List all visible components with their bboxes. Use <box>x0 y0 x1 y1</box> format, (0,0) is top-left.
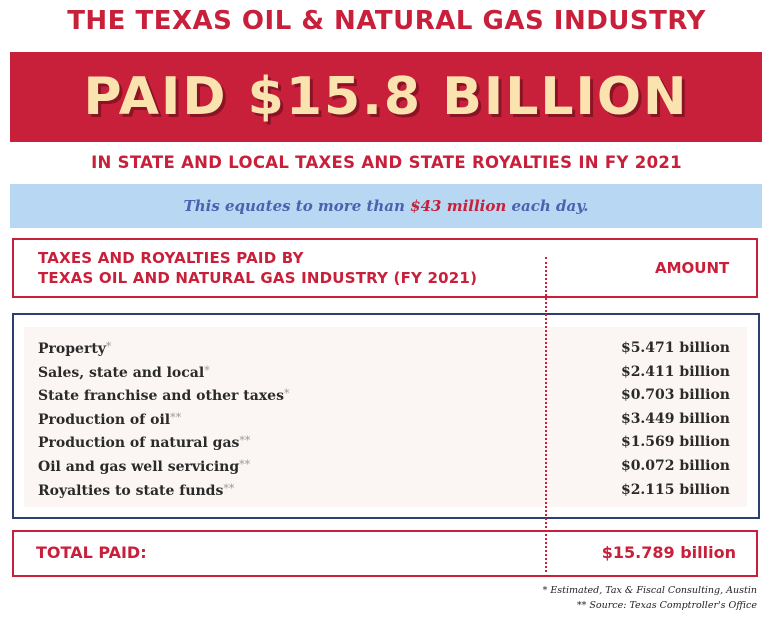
footnote-mark: ** <box>239 434 251 448</box>
callout-prefix: This equates to more than <box>183 197 411 215</box>
headline-text: PAID $15.8 BILLION <box>83 67 689 127</box>
data-table-panel <box>24 327 747 507</box>
callout-highlight: $43 million <box>410 197 507 215</box>
subtitle: IN STATE AND LOCAL TAXES AND STATE ROYAL… <box>91 153 682 172</box>
row-value: $1.569 billion <box>620 434 730 451</box>
row-label: Sales, state and local* <box>38 364 210 381</box>
row-label-text: Royalties to state funds <box>38 482 224 499</box>
row-label-text: Production of natural gas <box>38 435 240 452</box>
footnote-estimated: * Estimated, Tax & Fiscal Consulting, Au… <box>542 585 757 596</box>
total-value: $15.789 billion <box>601 543 736 562</box>
footnote-mark: * <box>105 340 112 353</box>
row-value: $5.471 billion <box>620 340 730 356</box>
table-header-label: TAXES AND ROYALTIES PAID BY TEXAS OIL AN… <box>38 248 477 288</box>
row-label: Property* <box>38 340 111 357</box>
callout-box <box>10 184 762 228</box>
headline-banner <box>10 52 762 142</box>
row-label-text: Property <box>38 341 106 357</box>
amount-header: AMOUNT <box>655 259 730 277</box>
total-label: TOTAL PAID: <box>36 543 147 562</box>
top-title: THE TEXAS OIL & NATURAL GAS INDUSTRY <box>67 6 706 36</box>
footnote-mark: * <box>283 387 290 401</box>
row-label: Royalties to state funds** <box>38 482 234 499</box>
footnote-source: ** Source: Texas Comptroller's Office <box>576 600 757 611</box>
row-label: State franchise and other taxes* <box>38 387 289 404</box>
footnote-mark: ** <box>239 458 251 471</box>
callout-text: This equates to more than $43 million ea… <box>10 184 762 228</box>
table-header-box <box>12 238 758 298</box>
table-header-line1: TAXES AND ROYALTIES PAID BY <box>38 249 304 267</box>
row-value: $2.411 billion <box>620 363 730 380</box>
total-box <box>12 530 758 577</box>
footnote-mark: ** <box>223 481 235 495</box>
row-label-text: Oil and gas well servicing <box>38 459 240 475</box>
row-label: Production of oil** <box>38 411 181 428</box>
row-value: $2.115 billion <box>620 481 730 498</box>
row-value: $0.072 billion <box>620 458 730 474</box>
row-label-text: State franchise and other taxes <box>38 388 284 405</box>
row-label: Production of natural gas** <box>38 434 250 451</box>
row-value: $0.703 billion <box>620 387 730 404</box>
footnote-mark: * <box>204 363 210 377</box>
data-table-box <box>12 313 760 519</box>
footnote-mark: ** <box>170 410 182 424</box>
column-divider <box>545 257 547 572</box>
callout-suffix: each day. <box>506 197 589 215</box>
row-label: Oil and gas well servicing** <box>38 458 250 475</box>
table-header-line2: TEXAS OIL AND NATURAL GAS INDUSTRY (FY 2… <box>38 269 478 287</box>
row-label-text: Production of oil <box>38 411 171 428</box>
row-value: $3.449 billion <box>620 410 730 427</box>
row-label-text: Sales, state and local <box>38 364 205 381</box>
